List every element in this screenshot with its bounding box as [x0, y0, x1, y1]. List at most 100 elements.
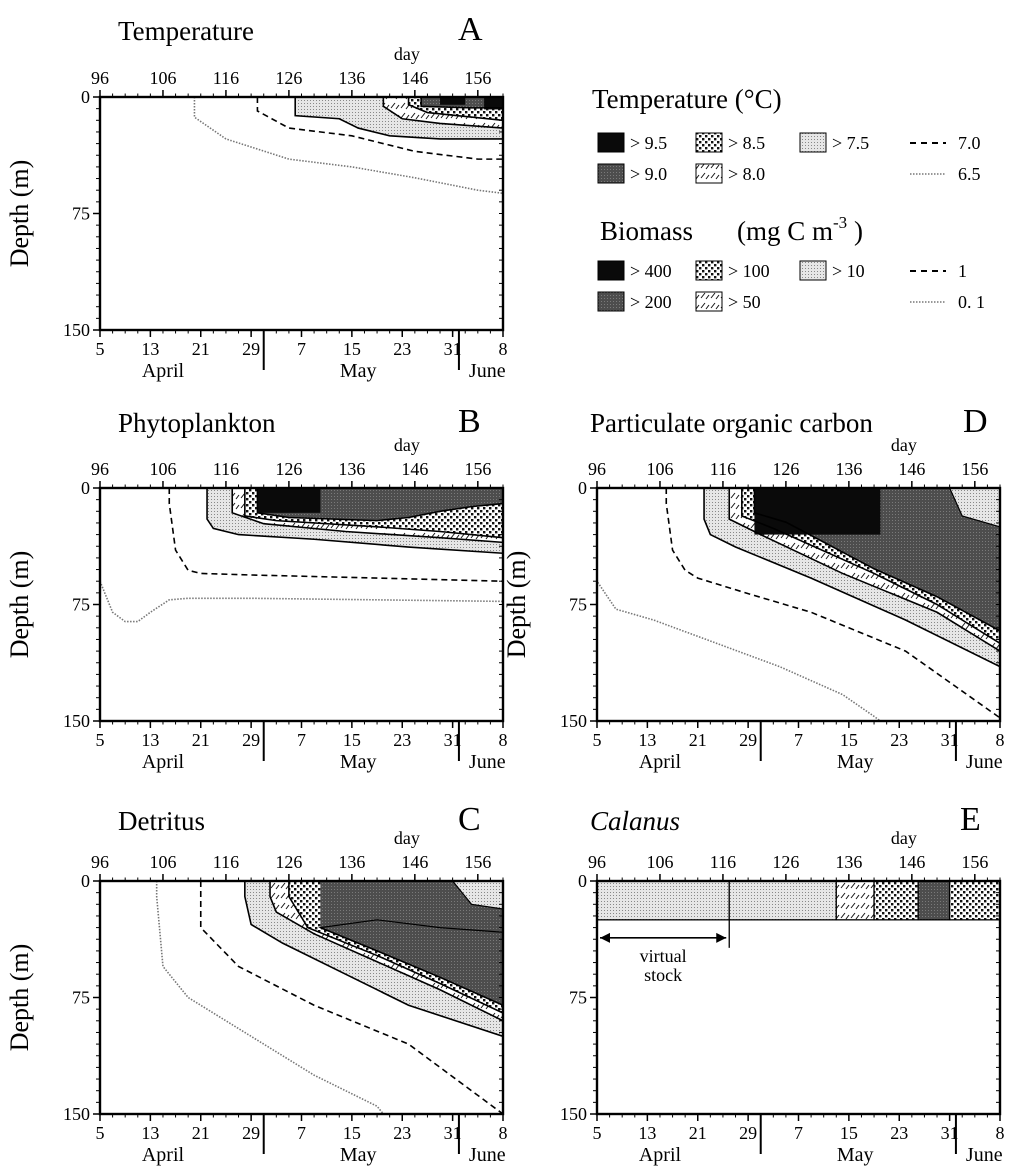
legend-swatch-pattern-light-biomass [799, 260, 827, 281]
plot-D: 96 106 116 126 136 146 156 day 5 13 21 29 7 15 23 31 8 Ap… [502, 435, 1005, 773]
date-tick-label-D: 7 [794, 730, 803, 750]
day-tick-label-A: 136 [338, 68, 365, 88]
day-tick-label-A: 146 [401, 68, 428, 88]
legend-label-biomass: > 50 [728, 292, 761, 312]
panel-title-detritus: Detritus [118, 806, 205, 836]
day-tick-label-E: 106 [646, 852, 673, 872]
panel-title-calanus: Calanus [590, 806, 680, 836]
day-tick-label-B: 146 [401, 459, 428, 479]
arrowhead-right [716, 932, 727, 943]
month-label-B: April [142, 751, 185, 773]
contour-fill-light-patch [948, 488, 1000, 528]
contour-fill-black [484, 97, 503, 110]
panel-phytoplankton: Phytoplankton B [118, 403, 481, 440]
day-tick-label-A: 156 [464, 68, 491, 88]
panel-calanus: Calanus E [590, 801, 981, 838]
contour-area-B [100, 488, 503, 623]
y-axis-label-C: Depth (m) [5, 944, 34, 1052]
y-tick-label-D: 0 [578, 478, 587, 498]
panel-title-phytoplankton: Phytoplankton [118, 408, 276, 438]
contour-area-A [193, 97, 503, 195]
y-tick-label-C: 150 [63, 1104, 90, 1124]
month-label-C: June [469, 1144, 506, 1166]
date-tick-label-B: 15 [343, 730, 361, 750]
legend-swatch-black-biomass [597, 260, 625, 281]
contour-line-solid [206, 488, 503, 555]
date-tick-label-A: 5 [96, 339, 105, 359]
y-tick-label-A: 150 [63, 320, 90, 340]
legend-label-biomass: > 100 [728, 261, 770, 281]
contour-line-dotted [597, 534, 881, 721]
date-tick-label-D: 31 [941, 730, 959, 750]
contour-line-dotted [155, 881, 384, 1114]
contour-line-dashed [665, 488, 1000, 719]
plot-C: 96 106 116 126 136 146 156 day 5 13 21 29 7 15 23 31 8 Ap… [5, 828, 508, 1166]
contour-line-solid [269, 881, 503, 1022]
month-label-A: May [340, 360, 377, 382]
contour-fill-black [257, 488, 321, 513]
contour-line-solid [703, 488, 1000, 668]
day-tick-label-D: 106 [646, 459, 673, 479]
contour-fill-black [440, 97, 466, 105]
day-tick-label-C: 156 [464, 852, 491, 872]
legend-swatch-dark-temperature [597, 163, 625, 184]
date-tick-label-D: 15 [840, 730, 858, 750]
date-tick-label-A: 23 [393, 339, 411, 359]
date-tick-label-A: 15 [343, 339, 361, 359]
y-tick-label-A: 75 [72, 204, 90, 224]
date-tick-label-A: 29 [242, 339, 260, 359]
date-tick-label-B: 7 [297, 730, 306, 750]
y-tick-label-E: 150 [560, 1104, 587, 1124]
y-axis-label-D: Depth (m) [502, 551, 531, 659]
day-tick-label-C: 146 [401, 852, 428, 872]
date-tick-label-A: 13 [141, 339, 159, 359]
contour-line-solid [231, 488, 503, 544]
day-tick-label-B: 136 [338, 459, 365, 479]
day-tick-label-A: 106 [149, 68, 176, 88]
legend-label-biomass: 0. 1 [958, 292, 985, 312]
legend-label-biomass: 1 [958, 261, 967, 281]
panel-particulate-organic-carbon: Particulate organic carbon D [590, 403, 988, 440]
legend-swatch-black-temperature [597, 132, 625, 153]
day-tick-label-C: 96 [91, 852, 109, 872]
calanus-segment-pattern-dots [873, 880, 919, 921]
calanus-segment-light [728, 880, 837, 921]
date-tick-label-D: 13 [638, 730, 656, 750]
day-tick-label-D: 146 [898, 459, 925, 479]
date-tick-label-B: 8 [499, 730, 508, 750]
date-tick-label-B: 21 [192, 730, 210, 750]
date-tick-label-E: 7 [794, 1123, 803, 1143]
y-tick-label-B: 0 [81, 478, 90, 498]
contour-line-solid [256, 488, 503, 522]
date-tick-label-E: 15 [840, 1123, 858, 1143]
contour-line-solid [420, 97, 503, 109]
legend-label-temperature: > 8.0 [728, 164, 765, 184]
date-tick-label-A: 31 [444, 339, 462, 359]
day-tick-label-B: 156 [464, 459, 491, 479]
day-tick-label-E: 96 [588, 852, 606, 872]
date-tick-label-C: 8 [499, 1123, 508, 1143]
month-label-C: May [340, 1144, 377, 1166]
y-axis-label-A: Depth (m) [5, 160, 34, 268]
calanus-segment-dark [917, 880, 951, 921]
day-tick-label-E: 116 [710, 852, 736, 872]
day-axis-label-B: day [394, 435, 420, 455]
arrowhead-left [600, 932, 610, 943]
date-tick-label-C: 21 [192, 1123, 210, 1143]
y-tick-label-E: 0 [578, 871, 587, 891]
date-tick-label-A: 21 [192, 339, 210, 359]
contour-line-dashed [199, 881, 503, 1114]
legend-swatch-pattern-ticks-biomass [695, 291, 723, 312]
y-tick-label-E: 75 [569, 988, 587, 1008]
plot-A: 96 106 116 126 136 146 156 day 5 13 21 29 7 15 23 31 8 Ap… [5, 44, 508, 382]
virtual-stock-label: virtual [640, 946, 687, 966]
y-tick-label-C: 75 [72, 988, 90, 1008]
date-tick-label-C: 23 [393, 1123, 411, 1143]
panel-letter-e: E [960, 801, 981, 838]
day-tick-label-B: 116 [213, 459, 239, 479]
day-tick-label-D: 116 [710, 459, 736, 479]
date-tick-label-C: 13 [141, 1123, 159, 1143]
month-label-B: May [340, 751, 377, 773]
